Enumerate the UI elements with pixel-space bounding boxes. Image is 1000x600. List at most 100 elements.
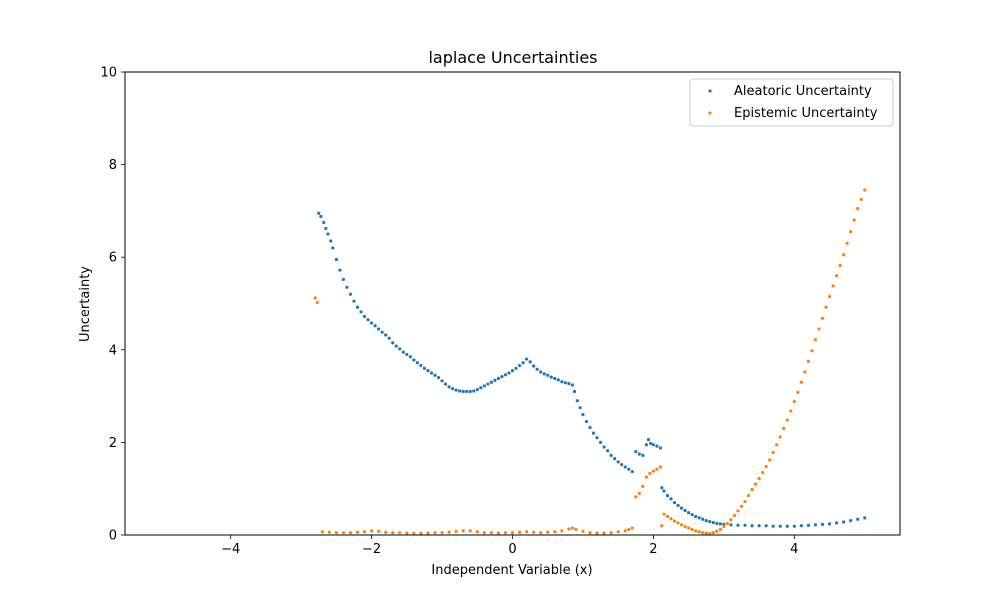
- data-point: [637, 491, 641, 495]
- data-point: [433, 531, 437, 535]
- data-point: [405, 352, 409, 357]
- data-point: [627, 467, 631, 471]
- data-point: [574, 527, 578, 532]
- data-point: [468, 529, 472, 533]
- chart-title: laplace Uncertainties: [428, 48, 597, 67]
- data-point: [718, 522, 722, 526]
- data-point: [542, 372, 546, 376]
- data-point: [524, 530, 529, 534]
- data-point: [817, 327, 821, 331]
- data-point: [623, 465, 627, 469]
- data-point: [660, 486, 664, 490]
- data-point: [856, 206, 860, 211]
- data-point: [433, 373, 437, 377]
- data-point: [665, 494, 670, 498]
- data-point: [690, 513, 694, 517]
- data-point: [662, 489, 666, 493]
- data-point: [646, 438, 651, 442]
- data-point: [570, 526, 574, 530]
- data-point: [528, 360, 532, 364]
- data-point: [623, 529, 627, 533]
- y-tick-label: 4: [109, 343, 117, 358]
- data-point: [743, 523, 747, 527]
- data-point: [641, 453, 645, 457]
- data-point: [447, 530, 451, 534]
- data-point: [669, 497, 673, 501]
- data-point: [852, 218, 856, 222]
- data-point: [679, 523, 684, 527]
- y-tick-label: 10: [100, 66, 117, 81]
- data-point: [827, 522, 832, 526]
- data-point: [560, 380, 564, 384]
- data-point: [377, 529, 381, 533]
- legend-marker-aleatoric: [708, 89, 712, 93]
- data-point: [359, 310, 363, 314]
- data-point: [341, 277, 346, 282]
- data-point: [715, 521, 719, 526]
- data-point: [369, 529, 374, 533]
- data-point: [426, 369, 430, 373]
- data-point: [412, 358, 416, 362]
- data-point: [489, 380, 493, 384]
- data-point: [595, 531, 599, 535]
- data-point: [419, 531, 423, 535]
- data-point: [761, 470, 765, 475]
- data-point: [658, 446, 663, 450]
- data-point: [701, 531, 705, 535]
- data-point: [553, 530, 557, 534]
- data-point: [799, 380, 803, 384]
- data-point: [412, 531, 416, 535]
- data-point: [465, 389, 469, 394]
- data-point: [729, 518, 733, 522]
- x-tick-label: 4: [790, 542, 798, 557]
- data-point: [319, 214, 323, 219]
- data-point: [553, 376, 557, 381]
- data-point: [778, 524, 782, 528]
- data-point: [672, 500, 677, 505]
- data-point: [422, 366, 427, 370]
- data-point: [711, 531, 715, 535]
- data-point: [575, 399, 579, 403]
- data-point: [799, 524, 803, 528]
- data-point: [775, 443, 779, 447]
- data-point: [813, 338, 818, 342]
- data-point: [507, 371, 511, 375]
- data-point: [660, 524, 664, 528]
- data-point: [489, 531, 493, 535]
- data-point: [746, 494, 751, 498]
- data-point: [338, 268, 342, 272]
- data-point: [496, 376, 501, 381]
- data-point: [496, 531, 501, 535]
- data-point: [771, 524, 775, 528]
- data-point: [676, 521, 680, 525]
- data-point: [539, 531, 543, 535]
- data-point: [503, 373, 508, 377]
- data-point: [591, 431, 596, 435]
- data-point: [732, 513, 737, 518]
- data-point: [736, 509, 740, 513]
- data-point: [461, 529, 465, 533]
- data-point: [539, 370, 543, 374]
- data-point: [648, 471, 652, 476]
- data-point: [785, 418, 789, 422]
- data-point: [810, 349, 814, 353]
- data-point: [606, 449, 610, 453]
- data-point: [743, 500, 747, 504]
- data-point: [694, 529, 698, 533]
- data-point: [598, 440, 603, 444]
- data-point: [771, 450, 775, 455]
- data-point: [521, 361, 525, 365]
- data-point: [317, 211, 321, 215]
- data-point: [572, 389, 577, 394]
- data-point: [634, 450, 638, 454]
- data-point: [524, 357, 529, 361]
- data-point: [391, 531, 395, 535]
- data-point: [620, 463, 624, 467]
- data-point: [655, 444, 659, 448]
- data-point: [739, 504, 744, 508]
- data-point: [831, 284, 835, 288]
- data-point: [644, 475, 648, 479]
- x-axis-label: Independent Variable (x): [431, 563, 592, 578]
- data-point: [842, 520, 846, 524]
- data-point: [324, 226, 328, 231]
